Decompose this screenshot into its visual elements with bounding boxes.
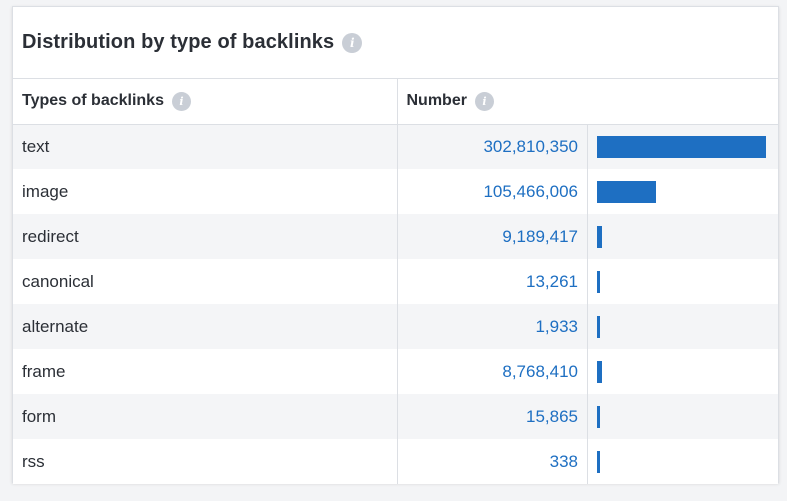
table-row: canonical 13,261 [13, 259, 778, 304]
table-header-row: Types of backlinks i Number i [13, 79, 778, 125]
backlink-types-widget: Distribution by type of backlinks i Type… [12, 6, 779, 484]
bar-cell [588, 169, 779, 214]
count-bar [597, 450, 600, 473]
backlink-type-label: redirect [13, 214, 398, 259]
bar-cell [588, 304, 779, 349]
backlink-type-label: text [13, 124, 398, 169]
backlink-type-label: frame [13, 349, 398, 394]
backlink-count-link[interactable]: 8,768,410 [397, 349, 588, 394]
table-row: image 105,466,006 [13, 169, 778, 214]
table-row: frame 8,768,410 [13, 349, 778, 394]
backlink-count-link[interactable]: 13,261 [397, 259, 588, 304]
column-header-number[interactable]: Number i [397, 79, 778, 125]
column-header-number-label: Number [406, 92, 467, 110]
count-bar [597, 225, 602, 248]
widget-header: Distribution by type of backlinks i [13, 7, 778, 79]
count-bar [597, 180, 656, 203]
backlink-count-link[interactable]: 302,810,350 [397, 124, 588, 169]
bar-cell [588, 214, 779, 259]
table-row: rss 338 [13, 439, 778, 484]
info-icon[interactable]: i [171, 91, 191, 111]
table-row: form 15,865 [13, 394, 778, 439]
backlink-type-label: image [13, 169, 398, 214]
widget-title: Distribution by type of backlinks [22, 31, 335, 53]
backlink-count-link[interactable]: 338 [397, 439, 588, 484]
backlink-type-label: form [13, 394, 398, 439]
table-row: text 302,810,350 [13, 124, 778, 169]
backlink-types-table: Types of backlinks i Number i text 302,8… [13, 79, 778, 484]
backlink-count-link[interactable]: 15,865 [397, 394, 588, 439]
bar-cell [588, 349, 779, 394]
count-bar [597, 135, 766, 158]
bar-cell [588, 394, 779, 439]
backlink-count-link[interactable]: 9,189,417 [397, 214, 588, 259]
backlink-type-label: canonical [13, 259, 398, 304]
table-body: text 302,810,350 image 105,466,006 redir… [13, 124, 778, 484]
table-row: alternate 1,933 [13, 304, 778, 349]
info-icon[interactable]: i [474, 91, 494, 111]
count-bar [597, 315, 600, 338]
table-row: redirect 9,189,417 [13, 214, 778, 259]
backlink-count-link[interactable]: 105,466,006 [397, 169, 588, 214]
count-bar [597, 270, 600, 293]
bar-cell [588, 124, 779, 169]
count-bar [597, 360, 602, 383]
backlink-type-label: rss [13, 439, 398, 484]
backlink-count-link[interactable]: 1,933 [397, 304, 588, 349]
column-header-type[interactable]: Types of backlinks i [13, 79, 398, 125]
bar-cell [588, 259, 779, 304]
bar-cell [588, 439, 779, 484]
column-header-type-label: Types of backlinks [22, 92, 164, 110]
count-bar [597, 405, 600, 428]
info-icon[interactable]: i [342, 32, 363, 53]
backlink-type-label: alternate [13, 304, 398, 349]
